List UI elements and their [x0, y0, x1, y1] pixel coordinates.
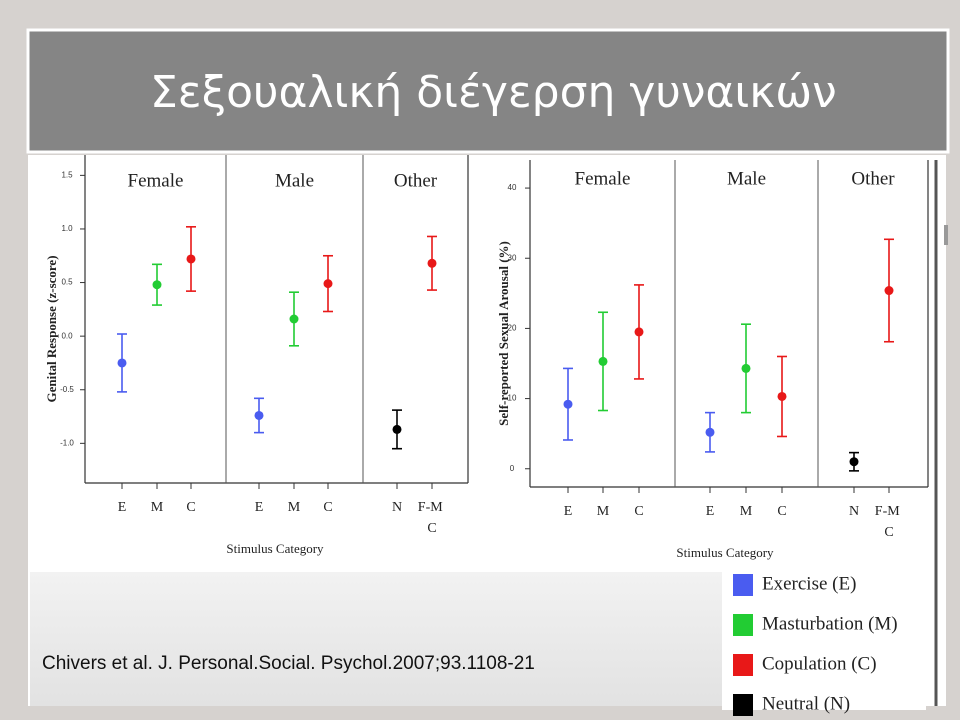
x-axis-label: Stimulus Category: [676, 545, 774, 560]
x-tick-label: M: [288, 500, 301, 515]
legend-box: [722, 570, 926, 710]
scroll-thumb: [944, 225, 948, 245]
point: [741, 363, 751, 373]
y-axis-label: Self-reported Sexual Arousal (%): [496, 241, 511, 426]
x-tick-label: N: [849, 504, 859, 519]
y-tick-label: 30: [508, 253, 517, 262]
point: [392, 424, 402, 434]
point: [117, 358, 127, 368]
point: [705, 427, 715, 437]
point: [598, 356, 608, 366]
x-tick-label: M: [597, 504, 610, 519]
citation: Chivers et al. J. Personal.Social. Psych…: [42, 653, 535, 674]
y-tick-label: 10: [508, 394, 517, 403]
x-tick-label: C: [634, 504, 643, 519]
point: [849, 457, 859, 467]
y-tick-label: 40: [508, 183, 517, 192]
legend-swatch: [733, 574, 753, 596]
y-tick-label: 0.5: [61, 278, 73, 287]
x-tick-label: N: [392, 500, 402, 515]
x-tick-label: E: [255, 500, 264, 515]
x-tick-label: E: [118, 500, 127, 515]
y-axis-label: Genital Response (z-score): [44, 255, 59, 402]
slide-title: Σεξουαλική διέγερση γυναικών: [150, 67, 837, 118]
x-tick-label: C: [323, 500, 332, 515]
point: [323, 279, 333, 289]
citation-panel: [30, 572, 722, 706]
point: [427, 258, 437, 268]
legend-swatch: [733, 694, 753, 716]
x-tick-label: C: [777, 504, 786, 519]
point: [777, 391, 787, 401]
point: [634, 327, 644, 337]
y-tick-label: -0.5: [60, 385, 74, 394]
legend-label: Exercise (E): [762, 573, 856, 594]
group-label: Male: [275, 170, 314, 191]
y-tick-label: -1.0: [60, 438, 74, 447]
x-tick-label: F-M C: [875, 504, 903, 540]
title-bar: [26, 28, 950, 154]
legend-swatch: [733, 614, 753, 636]
group-label: Other: [394, 170, 438, 191]
legend-swatch: [733, 654, 753, 676]
x-tick-label: E: [564, 504, 573, 519]
legend-label: Neutral (N): [762, 693, 850, 714]
x-tick-label: M: [740, 504, 753, 519]
y-tick-label: 1.5: [61, 170, 73, 179]
point: [884, 286, 894, 296]
point: [563, 399, 573, 409]
y-tick-label: 20: [508, 324, 517, 333]
point: [152, 280, 162, 290]
legend-label: Masturbation (M): [762, 613, 898, 634]
group-label: Female: [128, 170, 184, 191]
point: [254, 410, 264, 420]
point: [186, 254, 196, 264]
x-tick-label: C: [186, 500, 195, 515]
y-tick-label: 0.0: [61, 331, 73, 340]
x-tick-label: M: [151, 500, 164, 515]
y-tick-label: 0: [510, 464, 515, 473]
group-label: Other: [851, 168, 895, 189]
group-label: Female: [575, 168, 631, 189]
group-label: Male: [727, 168, 766, 189]
legend-label: Copulation (C): [762, 653, 877, 674]
point: [289, 314, 299, 324]
x-tick-label: F-M C: [418, 500, 446, 536]
y-tick-label: 1.0: [61, 224, 73, 233]
x-tick-label: E: [706, 504, 715, 519]
x-axis-label: Stimulus Category: [226, 541, 324, 556]
